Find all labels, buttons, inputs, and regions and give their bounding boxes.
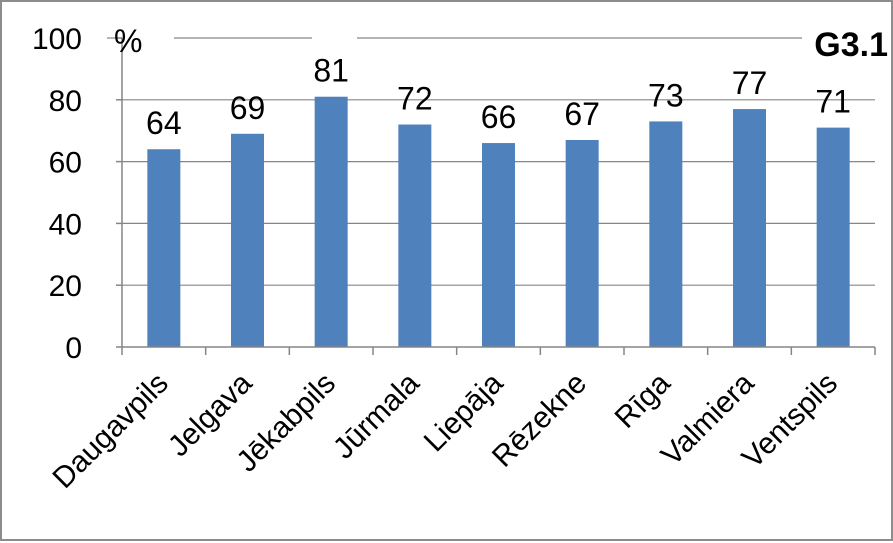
y-tick-label: 20 xyxy=(49,270,82,303)
data-label: 64 xyxy=(146,105,182,141)
x-category-label: Rīga xyxy=(609,366,677,434)
x-category-label: Jūrmala xyxy=(327,366,426,465)
x-category-labels: DaugavpilsJelgavaJēkabpilsJūrmalaLiepāja… xyxy=(46,366,844,495)
y-tick-label: 80 xyxy=(49,85,82,118)
data-labels: 64 69 81 72 66 67 73 77 71 xyxy=(146,53,851,142)
data-label: 69 xyxy=(230,90,266,126)
bar xyxy=(565,139,599,347)
data-label: 67 xyxy=(564,96,600,132)
bar xyxy=(231,133,264,347)
y-tick-label: 40 xyxy=(49,208,82,241)
bar xyxy=(314,96,348,348)
y-tick-label: 100 xyxy=(32,23,82,56)
bar xyxy=(482,143,515,347)
data-label: 73 xyxy=(648,77,684,113)
axes xyxy=(116,37,876,355)
data-label: 77 xyxy=(732,65,768,101)
bar xyxy=(147,149,181,347)
bar xyxy=(733,109,766,347)
y-tick-labels: 0 20 40 60 80 100 xyxy=(32,23,82,365)
bar xyxy=(398,124,432,348)
x-category-label: Daugavpils xyxy=(46,367,174,495)
y-tick-label: 60 xyxy=(49,147,82,180)
data-label: 72 xyxy=(397,81,433,117)
bar-series xyxy=(147,96,850,348)
data-label: 81 xyxy=(313,53,349,89)
chart-tag: G3.1 xyxy=(814,26,888,64)
data-label: 71 xyxy=(815,84,851,120)
y-tick-label: 0 xyxy=(65,332,82,365)
y-axis-unit-label: % xyxy=(114,23,142,59)
data-label: 66 xyxy=(481,99,517,135)
bar xyxy=(649,121,683,348)
bar xyxy=(816,127,850,347)
